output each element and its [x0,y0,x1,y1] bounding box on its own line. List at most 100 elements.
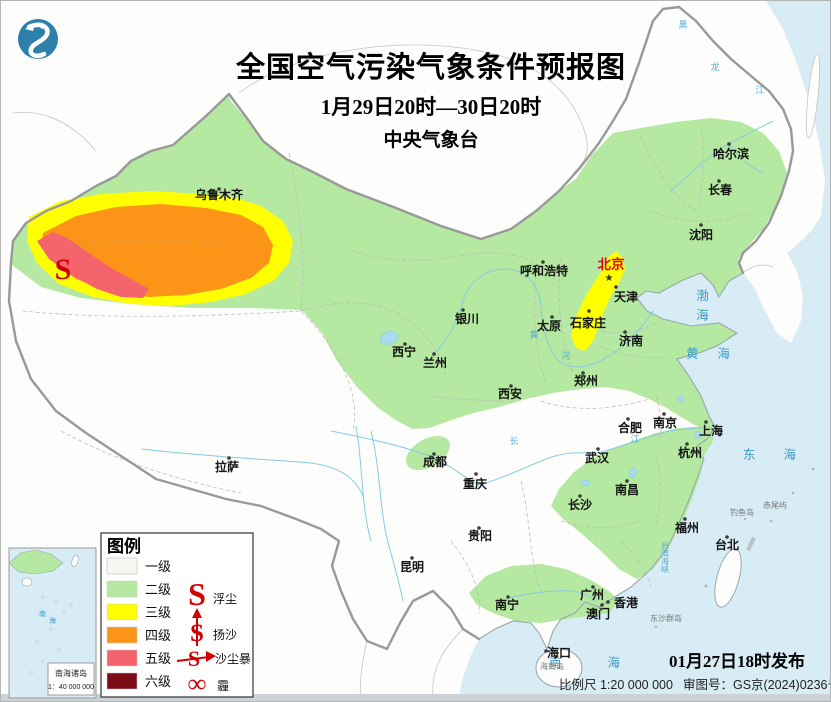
city-lanzhou: 兰州 [423,355,447,370]
map-title: 全国空气污染气象条件预报图 [235,50,626,84]
river-char-huang: 黄 [529,329,538,340]
scale-text: 比例尺 1:20 000 000 [559,678,673,692]
city-hongkong: 香港 [613,595,639,610]
rivers [140,120,774,602]
inset-islands [29,595,73,675]
east-sea-label: 东海 [743,447,824,462]
river-char-he: 河 [561,350,570,361]
taiwan-strait-label: 台湾海峡 [661,540,670,574]
legend-box: 图例 一级 二级 三级 四级 五级 六级 S 浮尘 S 扬沙 S 沙尘暴 ∞ 霾 [100,532,254,698]
city-shenyang: 沈阳 [689,227,713,242]
city-haikou: 海口 [547,645,571,660]
city-markers: ★ [217,142,731,653]
beijing-star-marker: ★ [605,273,614,284]
legend-label-level2: 二级 [145,582,171,597]
sakhalin-island [805,53,821,139]
approval-number: 审图号：GS京(2024)0236号 [683,677,831,692]
city-zhengzhou: 郑州 [574,373,598,388]
river-char-hei: 黑 [678,20,687,30]
logo-swirl [26,22,50,59]
legend-swatch-level2 [106,580,138,598]
legend-label-level1: 一级 [145,559,171,574]
legend-swatch-level1 [106,557,138,575]
legend-label-level5: 五级 [145,651,171,666]
sandstorm-arrow-head [206,651,216,662]
legend-swatch-level6 [106,672,138,690]
islet-1 [769,519,773,523]
green-region-chengdu [406,435,450,471]
blowing-sand-label: 扬沙 [213,627,237,642]
pearl-river [507,590,598,602]
city-wuhan: 武汉 [585,450,610,465]
inset-scale: 1：40 000 000 [48,684,94,691]
inset-title: 南海诸岛 [55,668,87,678]
inset-taiwan [71,554,79,568]
yangtze-river [330,426,714,486]
city-macau: 澳门 [586,606,610,621]
city-kunming: 昆明 [400,560,424,574]
legend-label-level4: 四级 [145,628,171,643]
city-harbin: 哈尔滨 [713,146,749,161]
city-shijiazhuang: 石家庄 [569,315,606,330]
legend-label-level6: 六级 [145,674,171,689]
bottom-frame-strip [1,694,830,701]
green-region-southeast [551,426,715,579]
inset-sea-char-hai: 海 [49,616,56,625]
qinghai-lake [379,331,399,345]
city-urumqi: 乌鲁木齐 [195,187,244,202]
poyang-lake [629,467,637,479]
footer-block: 01月27日18时发布 比例尺 1:20 000 000 审图号：GS京(202… [559,651,831,692]
taihu-lake [694,431,702,439]
map-date-range: 1月29日20时—30日20时 [321,95,542,119]
city-changsha: 长沙 [568,497,592,512]
china-national-border [7,5,795,651]
chiwei-island-label: 赤尾屿 [763,501,787,510]
city-tianjin: 天津 [614,289,638,304]
dongting-lake [580,479,590,487]
cma-logo [18,19,58,59]
title-block: 全国空气污染气象条件预报图 1月29日20时—30日20时 中央气象台 [235,50,626,151]
city-hefei: 合肥 [618,420,642,435]
sandstorm-label: 沙尘暴 [215,652,251,666]
south-sea-label: 南海 [549,655,666,670]
city-yinchuan: 银川 [455,311,479,326]
city-guangzhou: 广州 [580,587,604,602]
island-labels: 钓鱼岛 赤尾屿 东沙群岛 海南岛 [540,501,787,671]
blowing-sand-arrow-head [192,608,202,618]
city-jinan: 济南 [619,333,643,348]
haze-icon: ∞ [188,669,207,698]
level5-red-region-tarim [37,232,149,298]
islands-group [535,53,821,688]
publish-time: 01月27日18时发布 [669,651,805,671]
dongsha-islet [654,625,658,629]
city-xian: 西安 [498,386,522,401]
city-xining: 西宁 [392,344,416,359]
diaoyu-islet [743,517,747,521]
legend-swatch-level3 [106,603,138,621]
legend-swatch-level5 [106,649,138,667]
dongsha-islands-label: 东沙群岛 [650,613,682,623]
china-coastline [478,272,744,651]
yellow-sea-label: 黄海 [686,346,749,361]
taiwan-island [714,548,742,608]
agency-name: 中央气象台 [383,128,478,151]
inset-mainland-coast [8,549,64,575]
hongze-lake [677,395,685,403]
dust-symbol-on-map: S [55,253,72,286]
diaoyu-island-label: 钓鱼岛 [730,507,754,517]
sandstorm-arrow-shaft [176,656,210,662]
hainan-island [535,648,583,688]
yarlung-river [140,448,364,497]
city-taiyuan: 太原 [537,318,561,333]
floating-dust-label: 浮尘 [213,592,237,606]
city-nanning: 南宁 [495,597,519,612]
islet-2 [791,491,795,495]
water-labels: 渤海 黄海 东海 南海 台湾海峡 黑 龙 江 长 江 黄 河 [509,20,824,670]
province-boundaries [22,125,750,614]
logo-wing [25,23,35,31]
penghu-islet [704,584,708,588]
river-char-jiang2: 江 [630,434,639,444]
legend-label-level3: 三级 [145,605,171,620]
